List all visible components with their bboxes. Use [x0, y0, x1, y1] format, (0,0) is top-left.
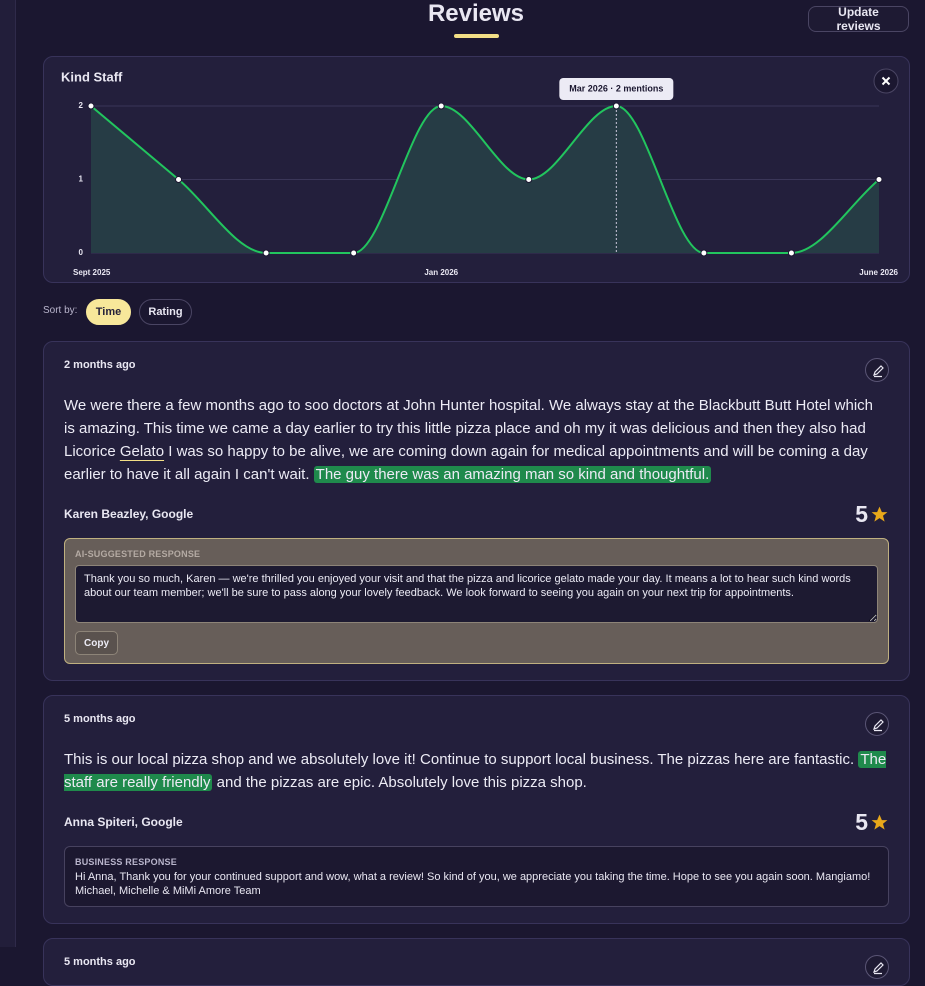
- response-box: AI-SUGGESTED RESPONSE Thank you so much, …: [64, 538, 889, 664]
- sort-option[interactable]: Time: [86, 299, 131, 325]
- edit-icon: [873, 365, 884, 378]
- x-tick-label: Sept 2025: [73, 268, 111, 277]
- point: [525, 176, 533, 183]
- response-label: AI-SUGGESTED RESPONSE: [75, 549, 201, 559]
- rating-value: 5: [855, 500, 868, 527]
- text-segment: This is our local pizza shop and we abso…: [64, 751, 859, 768]
- review-list: 2 months ago We were there a few months a…: [43, 341, 910, 986]
- x-tick-label: Jan 2026: [424, 268, 458, 277]
- tooltip-box: [559, 78, 674, 100]
- y-tick-label: 0: [79, 248, 84, 257]
- text-segment: Gelato: [119, 443, 165, 460]
- review-age: 2 months ago: [64, 359, 136, 371]
- review-card: 5 months ago: [43, 938, 910, 986]
- text-segment: I was so happy to be alive, we are comin…: [64, 443, 868, 483]
- review-age: 5 months ago: [64, 956, 136, 968]
- point: [875, 176, 883, 183]
- sidebar: [0, 0, 16, 947]
- point: [350, 249, 358, 257]
- chart-title: Kind Staff: [61, 69, 123, 84]
- star-icon: [871, 506, 888, 522]
- review-author: Anna Spiteri, Google: [64, 815, 183, 829]
- area: [91, 106, 879, 253]
- close-icon: [881, 76, 891, 86]
- y-tick-label: 1: [79, 175, 84, 184]
- point: [700, 249, 708, 257]
- point: [787, 249, 795, 257]
- edit-button[interactable]: [865, 358, 889, 382]
- response-box: BUSINESS RESPONSE Hi Anna, Thank you for …: [64, 846, 889, 907]
- y-tick-label: 2: [79, 101, 84, 110]
- point: [437, 102, 445, 110]
- star-icon: [871, 814, 888, 830]
- point: [87, 102, 95, 110]
- page-title: Reviews: [427, 0, 525, 27]
- rating: 5: [855, 501, 889, 528]
- edit-button[interactable]: [865, 955, 889, 979]
- tooltip-text: Mar 2026 · 2 mentions: [569, 83, 663, 93]
- edit-icon: [873, 719, 884, 732]
- rating-value: 5: [855, 808, 868, 835]
- copy-button[interactable]: Copy: [75, 631, 118, 655]
- line: [90, 104, 880, 255]
- point: [175, 176, 183, 183]
- edit-icon: [873, 962, 884, 975]
- review-age: 5 months ago: [64, 713, 136, 725]
- edit-button[interactable]: [865, 712, 889, 736]
- review-author: Karen Beazley, Google: [64, 507, 194, 521]
- review-text: We were there a few months ago to soo do…: [64, 394, 889, 486]
- review-meta: Karen Beazley, Google 5: [64, 501, 889, 528]
- review-text: This is our local pizza shop and we abso…: [64, 748, 889, 794]
- response-editor[interactable]: Thank you so much, Karen — we're thrille…: [75, 565, 878, 623]
- response-label: BUSINESS RESPONSE: [75, 857, 177, 867]
- point: [612, 102, 620, 110]
- close-button[interactable]: [873, 68, 899, 94]
- x-tick-label: June 2026: [859, 268, 898, 277]
- highlight: The guy there was an amazing man so kind…: [313, 466, 712, 483]
- title-underline: [454, 34, 499, 38]
- text-segment: and the pizzas are epic. Absolutely love…: [212, 774, 587, 791]
- rating: 5: [855, 809, 889, 836]
- update-reviews-button[interactable]: Update reviews: [808, 5, 909, 33]
- chart: Kind Staff 0 1 2 Sept 2025 Jan 2026 June 2026…: [61, 68, 899, 277]
- text-segment: We were there a few months ago to soo do…: [64, 397, 874, 460]
- review-meta: Anna Spiteri, Google 5: [64, 809, 889, 836]
- point: [262, 249, 270, 257]
- sort-option[interactable]: Rating: [139, 299, 192, 325]
- sort-label: Sort by:: [43, 305, 78, 316]
- review-card: 5 months ago This is our local pizza shop…: [43, 695, 910, 924]
- response-text: Hi Anna, Thank you for your continued su…: [75, 871, 871, 897]
- chart-card: Kind Staff 0 1 2 Sept 2025 Jan 2026 June 2026…: [43, 56, 910, 283]
- review-card: 2 months ago We were there a few months a…: [43, 341, 910, 681]
